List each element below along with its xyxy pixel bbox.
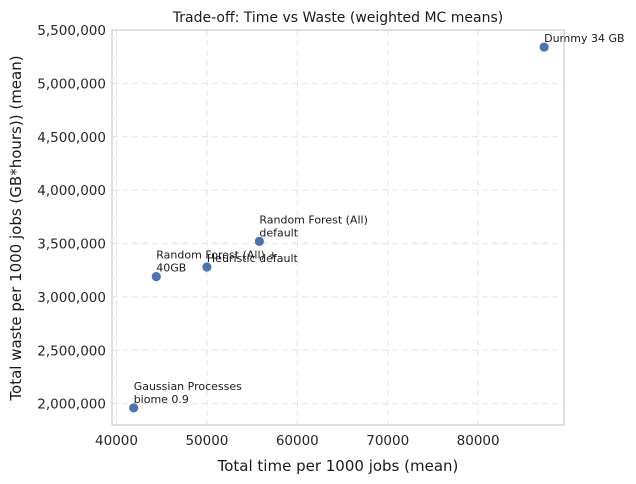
y-tick-label: 5,500,000 [37,23,106,39]
y-tick-label: 4,000,000 [37,183,106,199]
point-annotation: biome 0.9 [134,393,189,406]
data-point [539,42,549,52]
x-tick-label: 70000 [366,433,409,449]
y-tick-label: 2,500,000 [37,343,106,359]
x-tick-label: 40000 [95,433,138,449]
point-annotation: 40GB [156,262,186,275]
chart-title: Trade-off: Time vs Waste (weighted MC me… [172,10,504,26]
x-tick-labels: 40000 50000 60000 70000 80000 [95,433,500,449]
x-tick-label: 80000 [457,433,500,449]
data-points [129,42,549,413]
point-annotation: Gaussian Processes [134,380,242,393]
plot-frame [111,29,565,426]
x-tick-label: 50000 [185,433,228,449]
point-annotation: Random Forest (All) [259,213,368,226]
data-point [129,403,139,413]
grid-lines [112,29,564,425]
y-axis-label: Total waste per 1000 jobs (GB*hours)) (m… [7,55,25,401]
point-annotation: Heuristic default [207,252,299,265]
y-tick-label: 4,500,000 [37,130,106,146]
point-annotation: Dummy 34 GB [544,32,624,45]
y-tick-labels: 2,000,000 2,500,000 3,000,000 3,500,000 4,00… [37,23,106,413]
x-tick-label: 60000 [276,433,319,449]
data-point [202,262,212,272]
x-axis-label: Total time per 1000 jobs (mean) [217,457,459,475]
y-tick-label: 3,500,000 [37,237,106,253]
y-tick-label: 2,000,000 [37,397,106,413]
y-tick-label: 5,000,000 [37,76,106,92]
point-annotation: default [259,226,298,239]
point-annotation: Random Forest (All) + [156,249,277,262]
data-point [254,236,264,246]
y-tick-label: 3,000,000 [37,290,106,306]
data-point [151,272,161,282]
